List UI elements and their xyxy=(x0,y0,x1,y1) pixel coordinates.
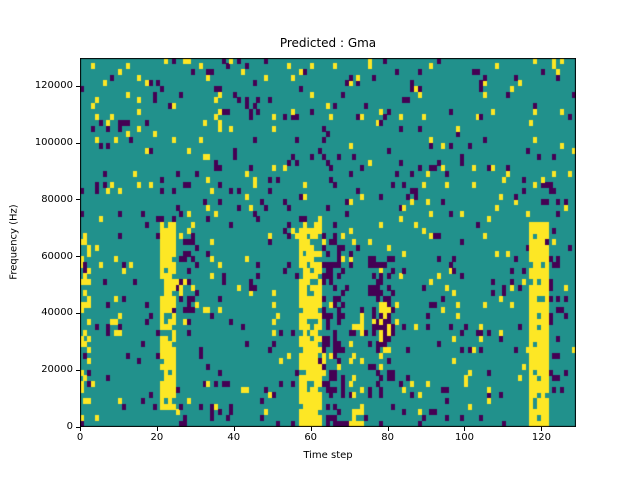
x-tick-mark xyxy=(156,427,158,431)
y-axis-label: Frequency (Hz) xyxy=(8,204,20,280)
y-tick-mark xyxy=(76,369,80,371)
y-tick-mark xyxy=(76,312,80,314)
x-tick-label: 60 xyxy=(304,432,318,443)
x-tick-mark xyxy=(233,427,235,431)
x-tick-label: 40 xyxy=(227,432,241,443)
x-tick-label: 100 xyxy=(454,432,475,443)
x-tick-mark xyxy=(464,427,466,431)
y-tick-mark xyxy=(76,199,80,201)
heatmap-plot-area xyxy=(80,58,576,427)
y-tick-label: 0 xyxy=(66,421,73,432)
x-tick-mark xyxy=(541,427,543,431)
y-tick-label: 100000 xyxy=(34,137,73,149)
y-tick-mark xyxy=(76,256,80,258)
x-tick-mark xyxy=(80,427,81,431)
x-tick-label: 0 xyxy=(76,432,84,443)
y-tick-mark xyxy=(76,426,80,428)
x-tick-mark xyxy=(310,427,312,431)
y-tick-mark xyxy=(76,142,80,144)
x-tick-label: 80 xyxy=(381,432,394,443)
x-tick-label: 120 xyxy=(531,432,551,443)
y-tick-label: 80000 xyxy=(41,193,73,205)
y-tick-mark xyxy=(76,85,80,87)
x-tick-mark xyxy=(387,427,389,431)
y-tick-label: 20000 xyxy=(41,364,73,376)
chart-title: Predicted : Gma xyxy=(279,36,377,50)
x-axis-label: Time step xyxy=(303,450,353,461)
y-tick-label: 120000 xyxy=(34,80,73,92)
x-tick-label: 20 xyxy=(150,432,164,443)
y-tick-label: 40000 xyxy=(41,307,73,319)
y-tick-label: 60000 xyxy=(41,250,73,262)
